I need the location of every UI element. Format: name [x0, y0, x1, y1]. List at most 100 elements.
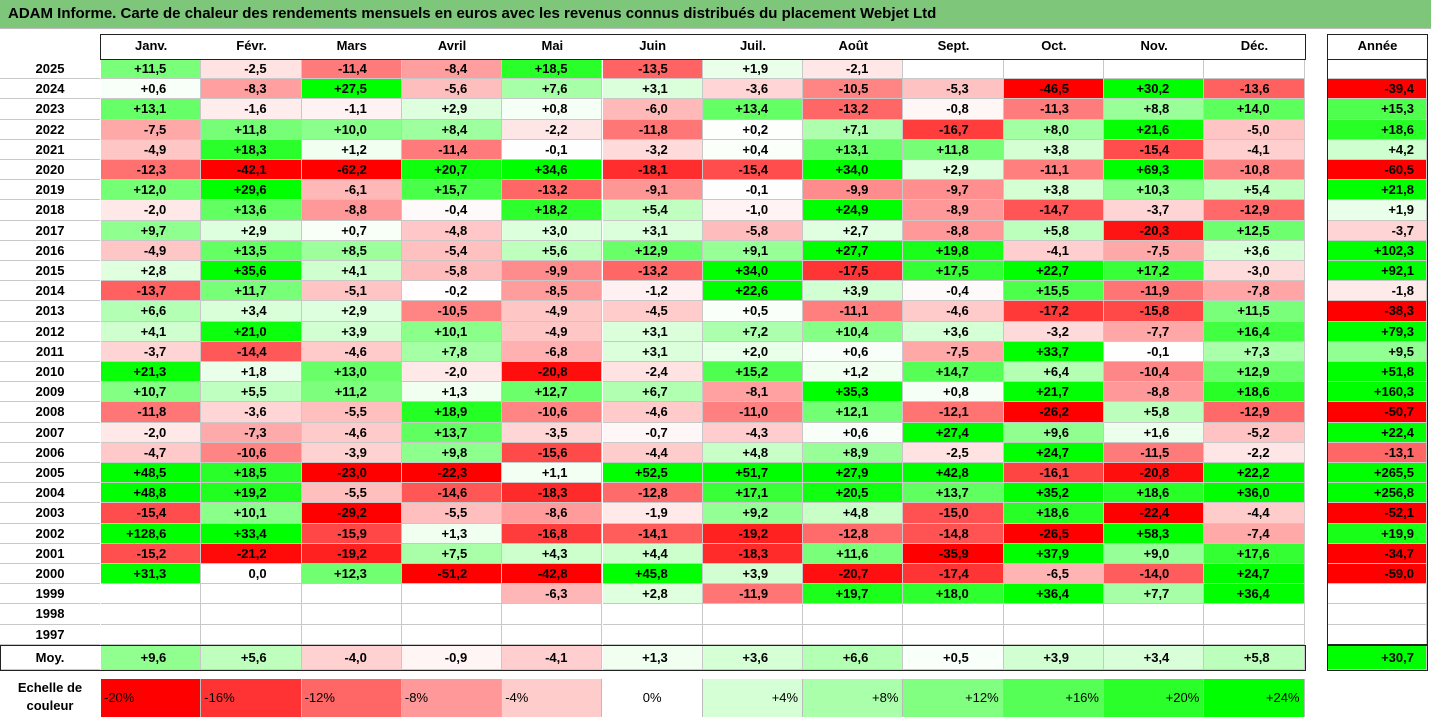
year-label: 2000: [0, 564, 100, 585]
heatmap-cell: +6,7: [602, 382, 703, 403]
heatmap-cell: +34,0: [803, 160, 904, 181]
annual-cell: [1328, 604, 1427, 625]
heatmap-cell: -4,9: [101, 139, 202, 160]
heatmap-cell: +0,2: [702, 119, 804, 140]
heatmap-cell: -10,6: [201, 442, 302, 463]
heatmap-cell: -15,6: [502, 442, 603, 463]
heatmap-cell: +16,4: [1204, 321, 1305, 342]
heatmap-cell: +15,7: [401, 180, 503, 201]
heatmap-cell: +13,6: [201, 200, 302, 221]
heatmap-cell: -4,8: [401, 220, 503, 241]
heatmap-cell: +10,1: [201, 503, 302, 524]
heatmap-cell: +0,7: [301, 220, 402, 241]
year-label: 2022: [0, 120, 100, 140]
heatmap-cell: -8,8: [1104, 382, 1205, 403]
heatmap-cell: +3,6: [903, 321, 1004, 342]
heatmap-cell: -2,2: [1204, 442, 1305, 463]
heatmap-cell: +18,6: [1204, 382, 1305, 403]
heatmap-cell: +15,5: [1003, 281, 1104, 302]
heatmap-cell: -10,4: [1104, 362, 1205, 383]
heatmap-cell: +4,1: [101, 321, 202, 342]
heatmap-cell: -16,7: [903, 119, 1004, 140]
heatmap-cell: -0,4: [903, 281, 1004, 302]
year-label: 2008: [0, 402, 100, 423]
heatmap-cell: -0,1: [702, 180, 804, 201]
heatmap-cell: -4,7: [101, 442, 202, 463]
heatmap-cell: -12,8: [803, 523, 904, 544]
month-header: Août: [838, 38, 869, 53]
heatmap-cell: [201, 604, 302, 625]
heatmap-cell: -4,9: [502, 321, 603, 342]
annual-cell: +51,8: [1328, 362, 1427, 383]
annual-cell: [1328, 584, 1427, 605]
heatmap-cell: -2,5: [201, 59, 302, 80]
heatmap-cell: -2,5: [903, 442, 1004, 463]
heatmap-cell: +22,7: [1003, 261, 1104, 282]
heatmap-cell: +18,9: [401, 402, 503, 423]
heatmap-cell: -3,6: [201, 402, 302, 423]
heatmap-cell: -21,2: [201, 543, 302, 564]
heatmap-cell: +35,6: [201, 261, 302, 282]
annual-cell: +9,5: [1328, 341, 1427, 362]
heatmap-cell: +20,7: [401, 160, 503, 181]
month-header: Sept.: [937, 38, 970, 53]
heatmap-cell: -0,2: [401, 281, 503, 302]
heatmap-cell: +2,9: [401, 99, 503, 120]
heatmap-cell: +34,0: [702, 261, 804, 282]
heatmap-cell: [301, 604, 402, 625]
heatmap-cell: -3,2: [1003, 321, 1104, 342]
year-label: 2017: [0, 221, 100, 241]
heatmap-cell: -6,1: [301, 180, 402, 201]
heatmap-cell: +18,2: [502, 200, 603, 221]
heatmap-cell: +3,8: [1003, 139, 1104, 160]
heatmap-cell: [401, 584, 503, 605]
annual-cell: +102,3: [1328, 240, 1427, 261]
heatmap-cell: +21,6: [1104, 119, 1205, 140]
heatmap-cell: -13,2: [602, 261, 703, 282]
heatmap-cell: -2,0: [401, 362, 503, 383]
year-label: 2002: [0, 524, 100, 544]
annual-cell: +21,8: [1328, 180, 1427, 201]
heatmap-cell: +0,6: [803, 422, 904, 443]
heatmap-cell: +5,5: [201, 382, 302, 403]
heatmap-cell: -11,9: [702, 584, 804, 605]
annual-cell: +22,4: [1328, 422, 1427, 443]
heatmap-cell: +8,4: [401, 119, 503, 140]
average-cell: +3,9: [1003, 646, 1104, 670]
heatmap-cell: +1,9: [702, 59, 804, 80]
heatmap-cell: +2,8: [602, 584, 703, 605]
heatmap-cell: +31,3: [101, 564, 202, 585]
heatmap-cell: -1,2: [602, 281, 703, 302]
color-scale-swatch: -16%: [201, 679, 302, 717]
heatmap-cell: +12,5: [1204, 220, 1305, 241]
heatmap-cell: -7,4: [1204, 523, 1305, 544]
heatmap-cell: -12,9: [1204, 402, 1305, 423]
heatmap-cell: [1204, 59, 1305, 80]
heatmap-cell: [1003, 59, 1104, 80]
heatmap-cell: -15,0: [903, 503, 1004, 524]
heatmap-cell: +13,4: [702, 99, 804, 120]
heatmap-cell: -11,9: [1104, 281, 1205, 302]
heatmap-cell: -15,9: [301, 523, 402, 544]
heatmap-cell: -2,2: [502, 119, 603, 140]
heatmap-cell: +4,4: [602, 543, 703, 564]
heatmap-cell: +17,5: [903, 261, 1004, 282]
heatmap-cell: +9,2: [702, 503, 804, 524]
heatmap-cell: [401, 624, 503, 645]
heatmap-cell: -4,9: [101, 240, 202, 261]
heatmap-cell: +22,6: [702, 281, 804, 302]
year-label: 2004: [0, 483, 100, 504]
color-scale-swatch: +16%: [1003, 679, 1104, 717]
heatmap-cell: [101, 604, 202, 625]
heatmap-cell: -14,6: [401, 483, 503, 504]
heatmap-cell: -35,9: [903, 543, 1004, 564]
year-label: 2007: [0, 423, 100, 443]
color-scale-swatch: +20%: [1104, 679, 1205, 717]
heatmap-cell: -5,4: [401, 240, 503, 261]
color-scale-swatch: -20%: [101, 679, 202, 717]
year-label: 1999: [0, 584, 100, 605]
heatmap-cell: +19,8: [903, 240, 1004, 261]
color-scale-swatch: +12%: [903, 679, 1004, 717]
heatmap-cell: -9,9: [502, 261, 603, 282]
heatmap-cell: +2,7: [803, 220, 904, 241]
